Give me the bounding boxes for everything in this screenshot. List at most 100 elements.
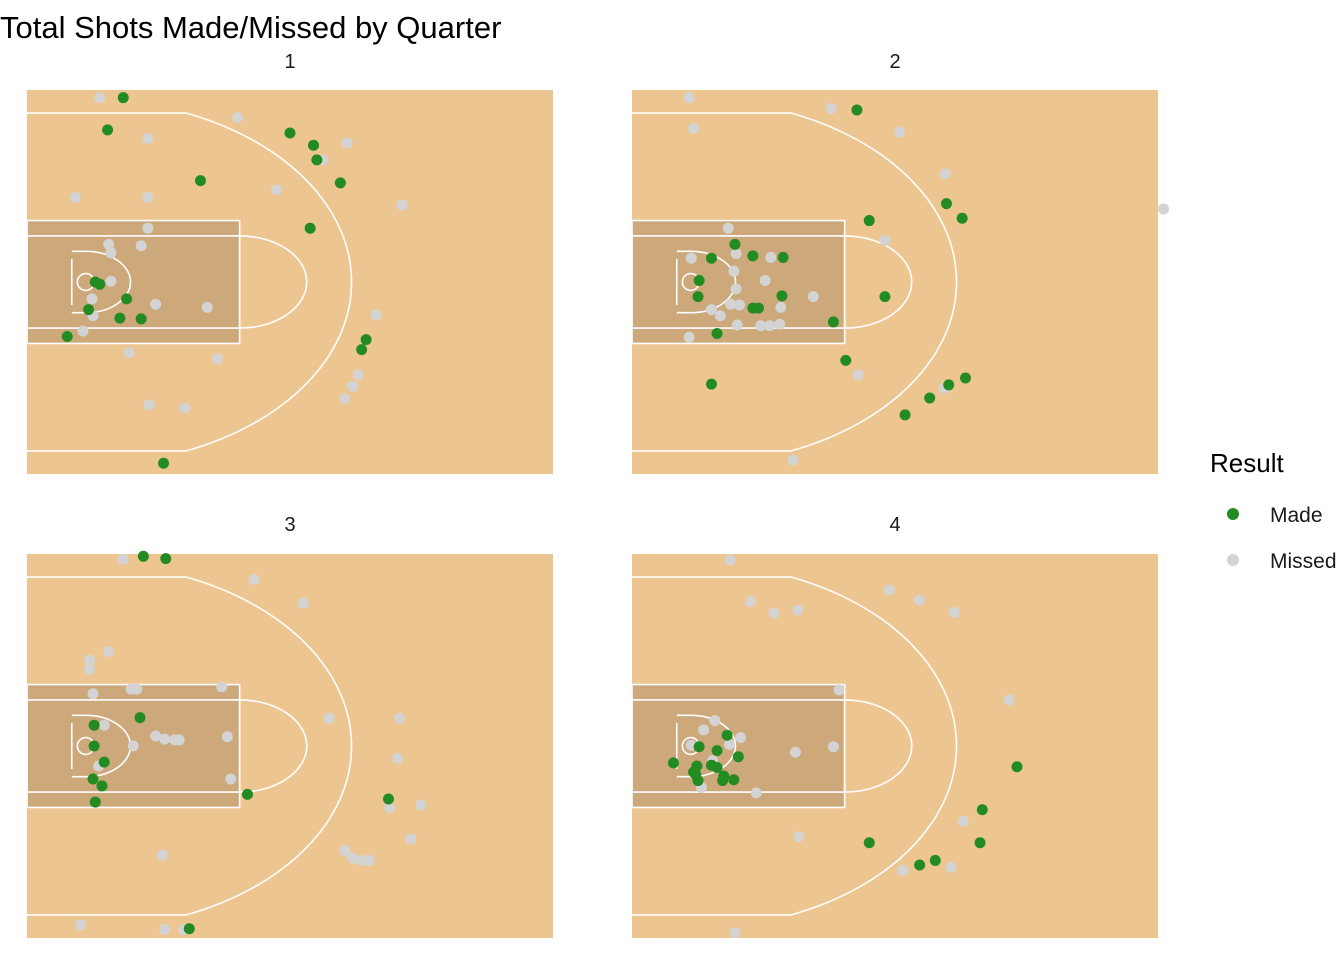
chart-title: Total Shots Made/Missed by Quarter	[0, 10, 502, 45]
shot-made-point	[693, 741, 705, 753]
free-throw-circle	[239, 699, 308, 793]
shot-made-point	[732, 751, 744, 763]
shot-missed-point	[825, 102, 837, 114]
shot-made-point	[61, 331, 73, 343]
shot-made-point	[87, 773, 99, 785]
shot-made-point	[137, 550, 149, 562]
shot-made-point	[83, 304, 95, 316]
shot-missed-point	[722, 222, 734, 234]
shot-made-point	[1011, 761, 1023, 773]
shot-missed-point	[231, 112, 243, 124]
legend-label-missed: Missed	[1270, 550, 1337, 573]
shot-made-point	[692, 775, 704, 787]
shot-missed-point	[77, 325, 89, 337]
shot-missed-point	[347, 380, 359, 392]
shot-missed-point	[356, 854, 368, 866]
shot-made-point	[160, 553, 172, 565]
shot-missed-point	[698, 724, 710, 736]
shot-made-point	[940, 198, 952, 210]
shot-missed-point	[156, 849, 168, 861]
shot-missed-point	[948, 606, 960, 618]
shot-made-point	[976, 804, 988, 816]
shot-missed-point	[683, 331, 695, 343]
shot-missed-point	[705, 304, 717, 316]
free-throw-circle	[844, 235, 913, 329]
shot-made-point	[98, 756, 110, 768]
shot-missed-point	[94, 92, 106, 104]
shot-missed-point	[893, 126, 905, 138]
shot-made-point	[360, 334, 372, 346]
shot-made-point	[914, 859, 926, 871]
shot-made-point	[711, 327, 723, 339]
shot-missed-point	[787, 454, 799, 466]
shot-made-point	[88, 740, 100, 752]
shot-missed-point	[131, 683, 143, 695]
shot-missed-point	[69, 192, 81, 204]
shot-missed-point	[405, 833, 417, 845]
shot-missed-point	[323, 712, 335, 724]
shot-missed-point	[159, 733, 171, 745]
shot-missed-point	[714, 310, 726, 322]
shot-missed-point	[142, 132, 154, 144]
shot-missed-point	[347, 852, 359, 864]
shot-made-point	[134, 712, 146, 724]
shot-missed-point	[729, 927, 741, 939]
panel-label: 3	[284, 514, 295, 536]
shot-missed-point	[150, 730, 162, 742]
free-throw-circle	[844, 699, 913, 793]
shot-made-point	[924, 392, 936, 404]
shot-missed-point	[774, 318, 786, 330]
facet-panel-q4: 4	[631, 514, 1158, 939]
shot-missed-point	[391, 752, 403, 764]
shot-missed-point	[728, 265, 740, 277]
shot-missed-point	[735, 732, 747, 744]
shot-made-point	[863, 837, 875, 849]
restricted-area	[71, 250, 132, 314]
paint-area	[631, 683, 846, 809]
shot-missed-point	[216, 681, 228, 693]
shot-made-point	[747, 250, 759, 262]
panel-label: 4	[889, 514, 900, 536]
shot-missed-point	[117, 553, 129, 565]
shot-missed-point	[792, 604, 804, 616]
shot-made-point	[284, 127, 296, 139]
shot-missed-point	[84, 663, 96, 675]
shot-made-point	[94, 278, 106, 290]
shot-missed-point	[750, 787, 762, 799]
shot-made-point	[382, 793, 394, 805]
panel-label: 2	[889, 51, 900, 73]
facet-panel-q1: 1	[26, 51, 553, 474]
shot-missed-point	[768, 607, 780, 619]
shot-made-point	[956, 212, 968, 224]
shot-missed-point	[1003, 694, 1015, 706]
shot-missed-point	[914, 594, 926, 606]
shot-made-point	[158, 457, 170, 469]
shot-made-point	[311, 154, 323, 166]
shot-made-point	[777, 251, 789, 263]
shot-missed-point	[173, 734, 185, 746]
shot-missed-point	[384, 801, 396, 813]
shot-made-point	[705, 252, 717, 264]
shot-missed-point	[775, 301, 787, 313]
shot-missed-point	[142, 192, 154, 204]
shot-missed-point	[939, 168, 951, 180]
legend-key-missed	[1227, 554, 1239, 566]
shot-missed-point	[297, 597, 309, 609]
shot-missed-point	[150, 298, 162, 310]
shot-made-point	[728, 774, 740, 786]
shot-missed-point	[103, 238, 115, 250]
shot-made-point	[114, 312, 126, 324]
shot-missed-point	[103, 646, 115, 658]
shot-missed-point	[363, 854, 375, 866]
shot-missed-point	[87, 688, 99, 700]
shot-missed-point	[225, 773, 237, 785]
shot-points	[667, 554, 1023, 939]
shot-missed-point	[201, 301, 213, 313]
shot-missed-point	[159, 924, 171, 936]
shot-missed-point	[945, 861, 957, 873]
shot-made-point	[711, 745, 723, 757]
shot-made-point	[840, 354, 852, 366]
facet-panel-q3: 3	[26, 514, 553, 938]
shot-made-point	[102, 124, 114, 136]
shot-missed-point	[765, 251, 777, 263]
